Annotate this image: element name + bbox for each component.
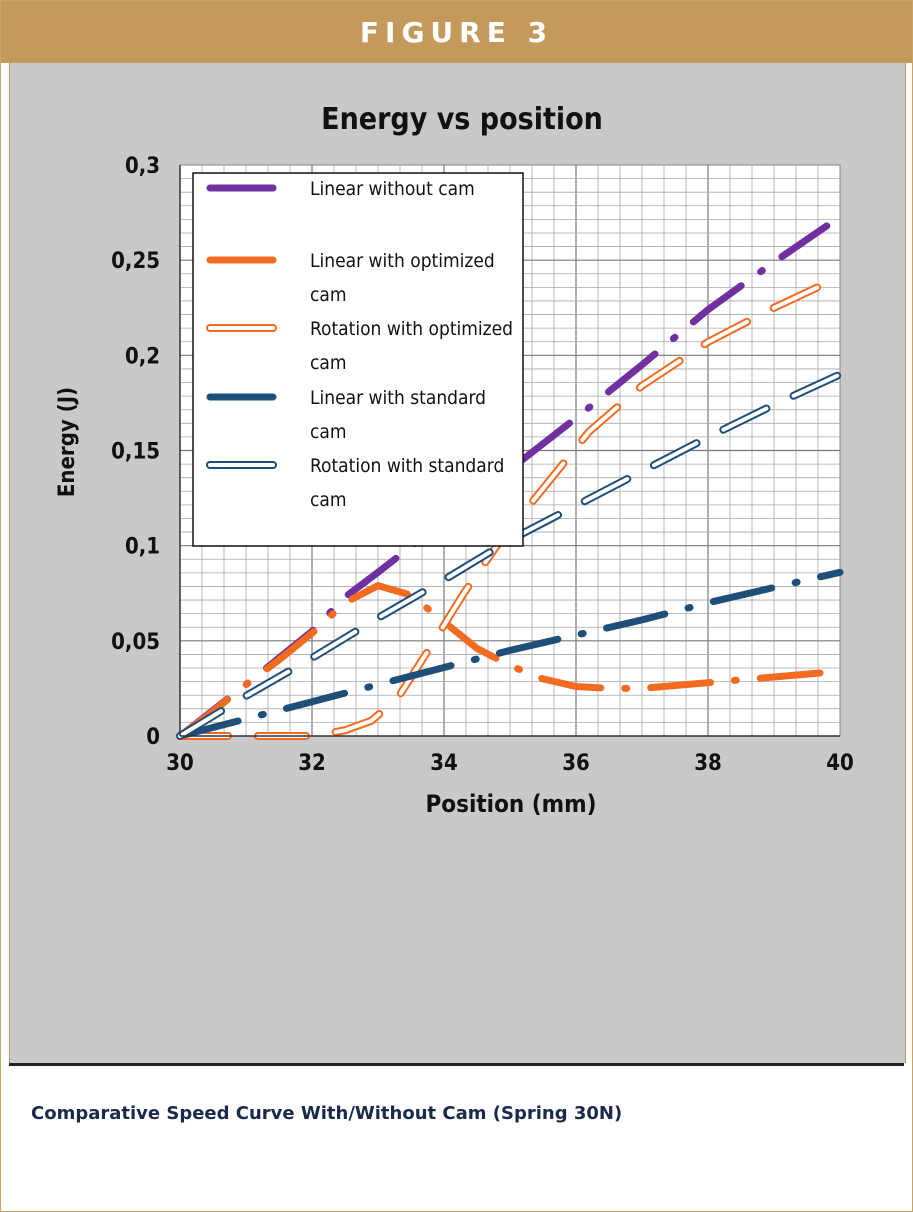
figure-banner: FIGURE 3 [1,1,912,63]
y-tick-label: 0,1 [125,535,160,560]
legend-label-line1: Linear without cam [310,178,475,200]
x-tick-label: 36 [562,751,590,776]
y-tick-label: 0,3 [125,154,160,179]
legend-label-line2: cam [310,284,347,306]
legend-label-line2: cam [310,352,347,374]
series-line [176,582,844,740]
y-tick-label: 0,15 [111,440,160,465]
x-tick-label: 34 [430,751,458,776]
legend-box [192,172,524,547]
legend-label-line1: Linear with standard [310,387,486,409]
legend-item-3: Rotation with optimized cam [206,318,513,374]
series-5 [176,370,844,740]
legend-label-line1: Linear with optimized [310,250,495,272]
energy-position-chart: Energy vs position 30 32 34 36 38 40 0 0,05 0,1 0… [55,102,854,818]
y-tick-label: 0,05 [111,630,160,655]
y-tick-label: 0,2 [125,344,160,369]
x-tick-label: 32 [298,751,326,776]
x-axis-label: Position (mm) [425,790,596,818]
legend-item-2: Linear with optimized cam [206,250,495,306]
y-tick-label: 0,25 [111,249,160,274]
y-axis-label: Energy (J) [55,387,80,497]
x-tick-label: 38 [694,751,722,776]
legend-item-4: Linear with standard cam [206,387,486,443]
x-tick-label: 40 [826,751,854,776]
legend-label-line1: Rotation with optimized [310,318,513,340]
chart-title: Energy vs position [321,102,603,137]
legend-label-line2: cam [310,421,347,443]
caption-divider [9,1063,904,1066]
series-4 [176,568,844,740]
x-tick-label: 30 [166,751,194,776]
legend-label-line2: cam [310,489,347,511]
axis-layer: 30 32 34 36 38 40 0 0,05 0,1 0,15 0,2 0,25 0,3 [111,154,854,776]
series-line-inner [178,372,842,738]
legend-label-line1: Rotation with standard [310,455,504,477]
legend-item-5: Rotation with standard cam [206,455,504,511]
y-tick-label: 0 [146,725,160,750]
figure-caption: Comparative Speed Curve With/Without Cam… [31,1103,623,1124]
legend-item-1: Linear without cam [206,178,475,200]
legend: Linear without cam Linear with optimized c… [192,172,524,547]
figure-panel: Energy vs position 30 32 34 36 38 40 0 0,05 0,1 0… [9,63,906,1063]
